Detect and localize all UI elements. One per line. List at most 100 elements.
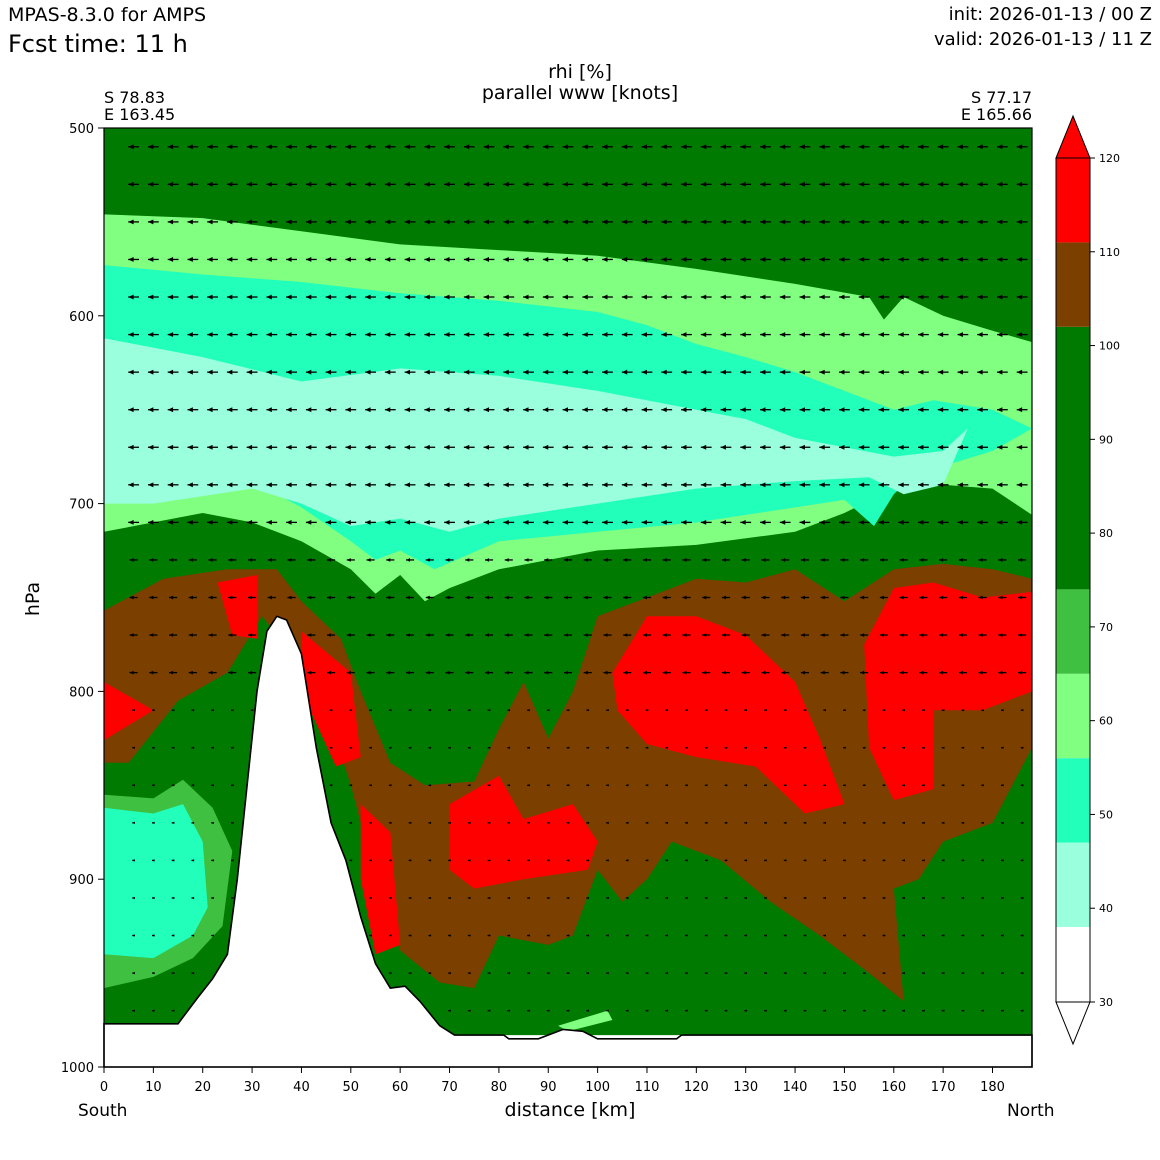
wind-arrow <box>941 821 945 824</box>
wind-arrow-head <box>741 595 746 600</box>
wind-arrow <box>799 181 811 187</box>
wind-arrow-head <box>641 369 647 375</box>
wind-arrow <box>1020 859 1024 862</box>
wind-arrow-head <box>307 558 312 562</box>
wind-arrow <box>388 934 392 937</box>
wind-arrow-head <box>487 784 491 787</box>
wind-arrow <box>645 859 649 862</box>
wind-arrow <box>147 369 159 375</box>
wind-arrow <box>922 784 925 787</box>
wind-arrow-head <box>704 859 708 862</box>
wind-arrow-head <box>586 709 589 712</box>
wind-arrow-head <box>483 407 490 413</box>
wind-arrow-head <box>207 257 213 262</box>
wind-arrow <box>171 934 175 937</box>
wind-arrow <box>996 519 1008 525</box>
wind-arrow <box>286 332 297 338</box>
wind-arrow <box>681 519 692 525</box>
wind-arrow <box>819 219 831 225</box>
wind-arrow <box>740 369 752 375</box>
wind-arrow <box>681 444 692 450</box>
x-tick-label: 0 <box>100 1080 108 1095</box>
wind-arrow <box>345 369 357 375</box>
wind-arrow <box>523 219 534 225</box>
wind-arrow-head <box>862 1009 866 1012</box>
wind-arrow-head <box>937 181 944 187</box>
wind-arrow <box>444 294 455 300</box>
wind-arrow-head <box>981 896 984 900</box>
wind-arrow-head <box>685 896 688 900</box>
wind-arrow-head <box>562 219 568 225</box>
wind-arrow <box>248 558 257 562</box>
wind-arrow-head <box>720 144 726 150</box>
wind-arrow <box>898 407 910 413</box>
wind-arrow-head <box>839 482 845 488</box>
wind-arrow-head <box>465 595 470 600</box>
wind-arrow-head <box>484 633 490 637</box>
wind-arrow <box>365 257 376 262</box>
wind-arrow <box>388 971 392 975</box>
wind-arrow-head <box>507 709 510 712</box>
wind-arrow <box>898 482 910 488</box>
wind-arrow <box>445 558 454 562</box>
wind-arrow <box>941 859 945 862</box>
wind-arrow <box>586 1009 590 1012</box>
wind-arrow-head <box>878 519 884 525</box>
wind-arrow-head <box>230 859 234 862</box>
wind-arrow-head <box>898 332 904 338</box>
wind-arrow <box>582 181 594 187</box>
wind-arrow-head <box>878 257 884 262</box>
wind-arrow <box>823 1009 827 1012</box>
wind-arrow-head <box>685 784 688 787</box>
wind-arrow-head <box>858 144 865 150</box>
wind-arrow <box>327 558 336 562</box>
wind-arrow <box>365 407 376 413</box>
wind-arrow-head <box>941 971 945 975</box>
wind-arrow-head <box>779 519 786 525</box>
wind-arrow <box>226 257 238 262</box>
wind-arrow-head <box>621 257 628 262</box>
wind-arrow <box>661 332 673 338</box>
wind-arrow <box>937 369 949 375</box>
wind-arrow-head <box>563 595 568 600</box>
wind-arrow-head <box>781 633 786 637</box>
wind-arrow <box>621 219 633 225</box>
wind-arrow <box>208 595 217 600</box>
wind-arrow <box>899 670 908 675</box>
wind-arrow-head <box>898 369 904 375</box>
wind-arrow-head <box>404 219 411 225</box>
wind-arrow <box>523 332 534 338</box>
wind-arrow-head <box>246 144 253 150</box>
wind-arrow <box>582 369 594 375</box>
wind-arrow-head <box>226 519 233 525</box>
wind-arrow-head <box>606 746 609 749</box>
wind-arrow-head <box>152 971 155 975</box>
wind-arrow-head <box>902 746 905 749</box>
wind-arrow <box>523 444 534 450</box>
wind-arrow <box>760 257 771 262</box>
wind-arrow-head <box>448 859 451 862</box>
wind-arrow <box>882 1009 886 1012</box>
wind-arrow-head <box>405 633 411 637</box>
wind-arrow <box>448 896 451 900</box>
wind-arrow-head <box>444 519 450 525</box>
wind-arrow <box>305 181 317 187</box>
wind-arrow-head <box>369 934 372 937</box>
wind-arrow-head <box>1018 633 1023 637</box>
wind-arrow-head <box>563 558 568 562</box>
wind-arrow <box>878 219 890 225</box>
wind-arrow <box>840 670 849 675</box>
wind-arrow <box>919 633 928 637</box>
wind-arrow <box>129 595 138 600</box>
wind-arrow-head <box>428 934 431 937</box>
wind-arrow-head <box>941 821 945 824</box>
wind-arrow <box>840 558 849 562</box>
colorbar-tick-label: 50 <box>1099 808 1113 821</box>
wind-arrow-head <box>428 971 431 975</box>
wind-arrow-head <box>998 558 1003 562</box>
wind-arrow-head <box>228 558 233 562</box>
wind-arrow-head <box>207 144 213 150</box>
wind-arrow <box>981 859 984 862</box>
wind-arrow-head <box>152 934 155 937</box>
wind-arrow-head <box>188 595 193 600</box>
